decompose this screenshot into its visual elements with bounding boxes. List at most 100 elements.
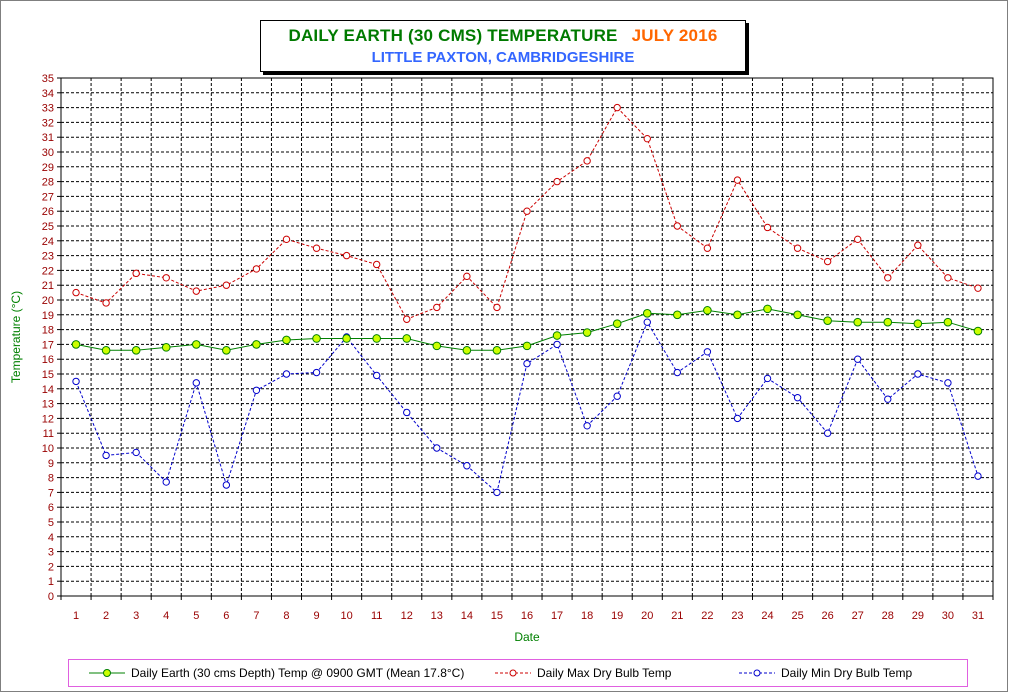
data-point-max: [944, 274, 952, 282]
data-point-min: [192, 379, 200, 387]
data-point-max: [222, 281, 231, 289]
x-tick-label: 2: [103, 610, 109, 622]
data-point-earth: [793, 310, 802, 320]
data-point-earth: [612, 319, 622, 328]
chart-subtitle: LITTLE PAXTON, CAMBRIDGESHIRE: [371, 49, 635, 66]
plot-area: [61, 78, 993, 596]
data-point-min: [372, 371, 381, 380]
y-tick-label: 20: [42, 295, 54, 307]
data-point-max: [643, 134, 651, 143]
x-tick-label: 25: [791, 610, 803, 622]
y-tick-label: 26: [42, 206, 54, 218]
x-tick-label: 6: [223, 610, 229, 622]
data-point-max: [463, 272, 471, 281]
data-point-max: [553, 177, 561, 186]
y-tick-label: 30: [42, 147, 54, 159]
data-point-max: [673, 222, 682, 230]
x-axis-title: Date: [514, 630, 540, 644]
x-tick-label: 17: [551, 610, 563, 622]
x-tick-label: 3: [133, 610, 139, 622]
data-point-max: [914, 241, 922, 249]
x-tick-label: 7: [253, 610, 259, 622]
data-point-max: [523, 207, 531, 215]
data-point-min: [944, 379, 952, 387]
chart-period: JULY 2016: [631, 26, 718, 45]
data-point-earth: [913, 319, 923, 328]
y-tick-label: 25: [42, 221, 54, 233]
y-tick-label: 0: [48, 591, 54, 603]
y-tick-label: 28: [42, 177, 54, 189]
title-line: DAILY EARTH (30 CMS) TEMPERATURE JULY 201…: [261, 26, 745, 46]
y-tick-label: 31: [42, 132, 54, 144]
data-point-earth: [161, 343, 171, 352]
x-tick-label: 15: [491, 610, 503, 622]
data-point-min: [703, 348, 712, 356]
y-tick-label: 18: [42, 325, 54, 337]
data-point-min: [643, 318, 651, 326]
x-tick-label: 29: [912, 610, 924, 622]
data-point-min: [523, 359, 531, 368]
x-tick-label: 1: [73, 610, 79, 622]
data-point-earth: [853, 317, 863, 327]
y-tick-label: 10: [42, 443, 54, 455]
chart-title: DAILY EARTH (30 CMS) TEMPERATURE: [288, 26, 618, 45]
y-tick-label: 32: [42, 117, 54, 129]
data-point-max: [793, 244, 802, 252]
y-tick-label: 17: [42, 339, 54, 351]
title-box: DAILY EARTH (30 CMS) TEMPERATURE JULY 201…: [260, 20, 746, 72]
x-tick-label: 8: [283, 610, 289, 622]
y-axis-title: Temperature (°C): [9, 291, 23, 383]
x-tick-label: 10: [340, 610, 352, 622]
data-point-max: [72, 288, 80, 297]
data-point-earth: [642, 309, 652, 318]
data-point-earth: [582, 328, 592, 337]
y-tick-label: 22: [42, 265, 54, 277]
legend-swatch-min: [739, 669, 775, 677]
data-point-earth: [492, 346, 502, 355]
y-tick-label: 3: [48, 547, 54, 559]
data-point-earth: [372, 334, 381, 343]
data-point-max: [403, 315, 411, 323]
data-point-earth: [823, 316, 832, 326]
data-point-max: [823, 257, 832, 266]
data-point-min: [673, 368, 682, 377]
data-point-min: [553, 340, 561, 349]
x-tick-label: 4: [163, 610, 169, 622]
x-tick-label: 12: [401, 610, 413, 622]
data-point-earth: [973, 326, 983, 336]
data-point-earth: [131, 346, 141, 355]
data-point-earth: [432, 341, 442, 351]
x-tick-label: 22: [701, 610, 713, 622]
data-point-min: [433, 444, 441, 452]
data-point-min: [583, 422, 591, 430]
legend-label-min: Daily Min Dry Bulb Temp: [781, 666, 913, 680]
data-point-min: [132, 448, 140, 457]
y-tick-label: 24: [42, 236, 54, 248]
x-tick-label: 19: [611, 610, 623, 622]
data-point-min: [72, 377, 80, 386]
data-point-max: [583, 157, 591, 165]
data-point-earth: [222, 346, 231, 355]
data-point-max: [884, 274, 892, 282]
data-point-min: [312, 368, 321, 377]
data-point-min: [282, 370, 291, 378]
legend-label-earth: Daily Earth (30 cms Depth) Temp @ 0900 G…: [131, 666, 465, 680]
data-point-earth: [252, 340, 261, 349]
y-tick-label: 29: [42, 162, 54, 174]
data-point-min: [613, 392, 621, 400]
data-point-earth: [342, 334, 351, 343]
x-tick-label: 26: [822, 610, 834, 622]
data-point-max: [372, 260, 381, 269]
data-point-earth: [943, 317, 953, 327]
data-point-max: [733, 176, 742, 184]
y-tick-label: 14: [42, 384, 54, 396]
data-point-min: [914, 370, 922, 378]
plot-border: [60, 77, 994, 597]
data-point-min: [854, 355, 862, 363]
y-tick-label: 35: [42, 73, 54, 85]
x-tick-label: 20: [641, 610, 653, 622]
data-point-max: [854, 235, 862, 244]
data-point-earth: [552, 331, 562, 340]
x-tick-label: 21: [671, 610, 683, 622]
